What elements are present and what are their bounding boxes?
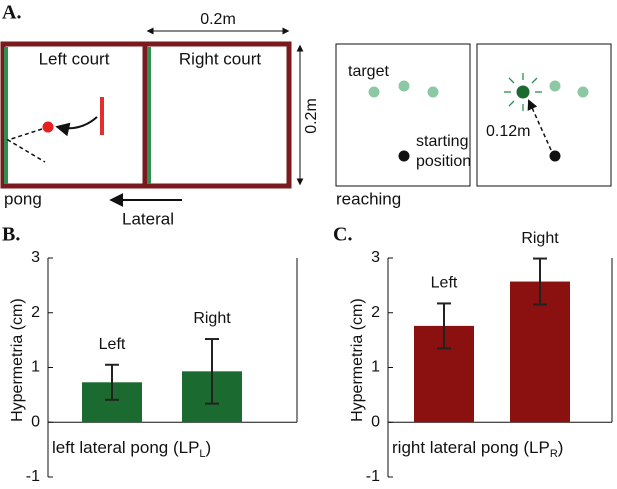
reach-path: [527, 99, 552, 151]
ball: [42, 121, 54, 133]
x-axis-label-sub: L: [199, 448, 205, 460]
x-axis-label: ): [206, 438, 212, 457]
y-tick-label: -1: [26, 468, 40, 484]
error-bar: [533, 257, 547, 306]
hit-burst: [504, 73, 542, 111]
category-label: Left: [431, 275, 458, 292]
court-label: Right court: [179, 49, 261, 68]
x-axis-label: left lateral pong (LP: [52, 438, 199, 457]
target: [398, 80, 410, 92]
y-axis-label: Hypermetria (cm): [9, 298, 26, 422]
category-label: Left: [99, 336, 126, 353]
x-axis-label: ): [558, 438, 564, 457]
target: [368, 86, 380, 98]
x-axis-label: right lateral pong (LP: [392, 438, 550, 457]
target: [427, 86, 439, 98]
y-tick-label: 0: [31, 413, 40, 430]
trajectory: [6, 128, 46, 163]
panel-label: A.: [2, 2, 21, 24]
y-tick-label: 3: [31, 249, 40, 266]
reaching-label: reaching: [336, 189, 401, 208]
category-label: Right: [193, 310, 231, 327]
y-tick-label: 1: [371, 359, 380, 376]
reach-box: [476, 43, 612, 187]
y-tick-label: -1: [366, 468, 380, 484]
panel-label: C.: [333, 224, 352, 246]
y-axis-label: Hypermetria (cm): [349, 298, 366, 422]
height-label: 0.2m: [303, 98, 320, 134]
error-bar: [437, 302, 451, 350]
x-axis-label: right lateral pong (LPR): [392, 438, 563, 459]
target: [577, 86, 589, 98]
target-label: target: [348, 63, 389, 80]
y-tick-label: 0: [371, 413, 380, 430]
pong-label: pong: [4, 189, 42, 208]
court-label: Left court: [39, 49, 110, 68]
width-label: 0.2m: [200, 11, 236, 28]
y-tick-label: 3: [371, 249, 380, 266]
reach-box: [335, 43, 471, 187]
start: [398, 150, 410, 162]
target-hit: [516, 85, 530, 99]
error-bar: [205, 338, 219, 405]
y-tick-label: 2: [371, 304, 380, 321]
error-bar: [105, 363, 119, 401]
lateral-label: Lateral: [122, 209, 174, 228]
category-label: Right: [521, 230, 559, 247]
y-tick-label: 2: [31, 304, 40, 321]
start: [549, 150, 561, 162]
x-axis-label-sub: R: [550, 448, 558, 460]
target: [549, 80, 561, 92]
panel-label: B.: [2, 224, 20, 246]
x-axis-label: left lateral pong (LPL): [52, 438, 211, 459]
start-label: position: [416, 153, 471, 170]
start-label: starting: [416, 133, 468, 150]
distance-label: 0.12m: [486, 123, 530, 140]
ball-path: [55, 116, 98, 137]
y-tick-label: 1: [31, 359, 40, 376]
